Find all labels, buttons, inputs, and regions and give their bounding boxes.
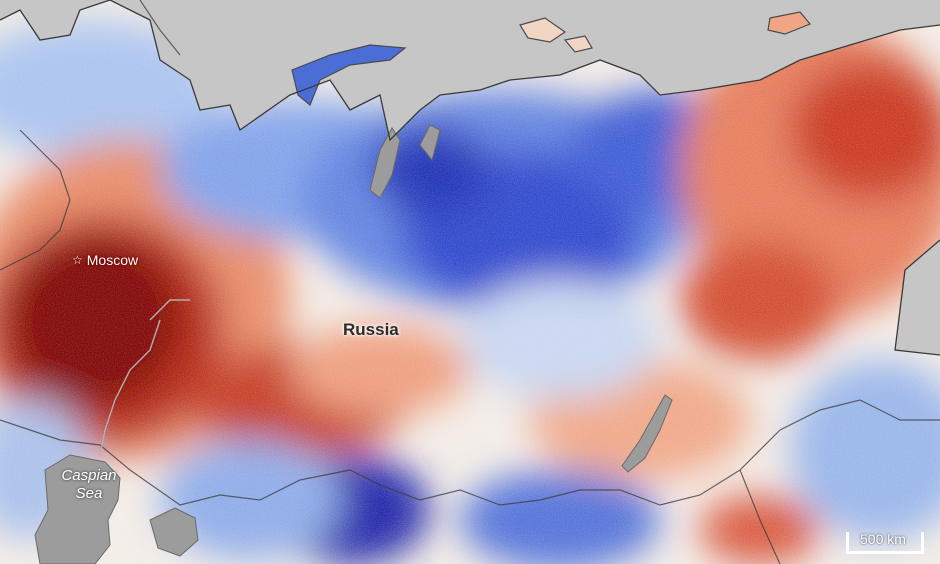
scale-bar bbox=[846, 532, 924, 554]
scale-label: 500 km bbox=[860, 531, 906, 547]
moscow-text: Moscow bbox=[86, 252, 139, 268]
arctic-coastline bbox=[0, 0, 940, 142]
caspian-sea-label: Caspian Sea bbox=[61, 467, 117, 502]
water-bodies bbox=[34, 124, 673, 564]
aral-sea bbox=[149, 507, 199, 557]
pacific-coastline bbox=[894, 239, 940, 356]
rivers bbox=[99, 299, 190, 456]
star-icon: ☆ bbox=[72, 253, 83, 267]
caspian-sea bbox=[34, 454, 121, 564]
arctic-islands bbox=[291, 11, 811, 106]
moscow-label: ☆ Moscow bbox=[72, 252, 138, 268]
ob-gulf bbox=[369, 127, 401, 199]
yenisei-gulf bbox=[419, 124, 441, 162]
country-label: Russia bbox=[343, 320, 399, 339]
lake-baikal bbox=[621, 394, 673, 473]
